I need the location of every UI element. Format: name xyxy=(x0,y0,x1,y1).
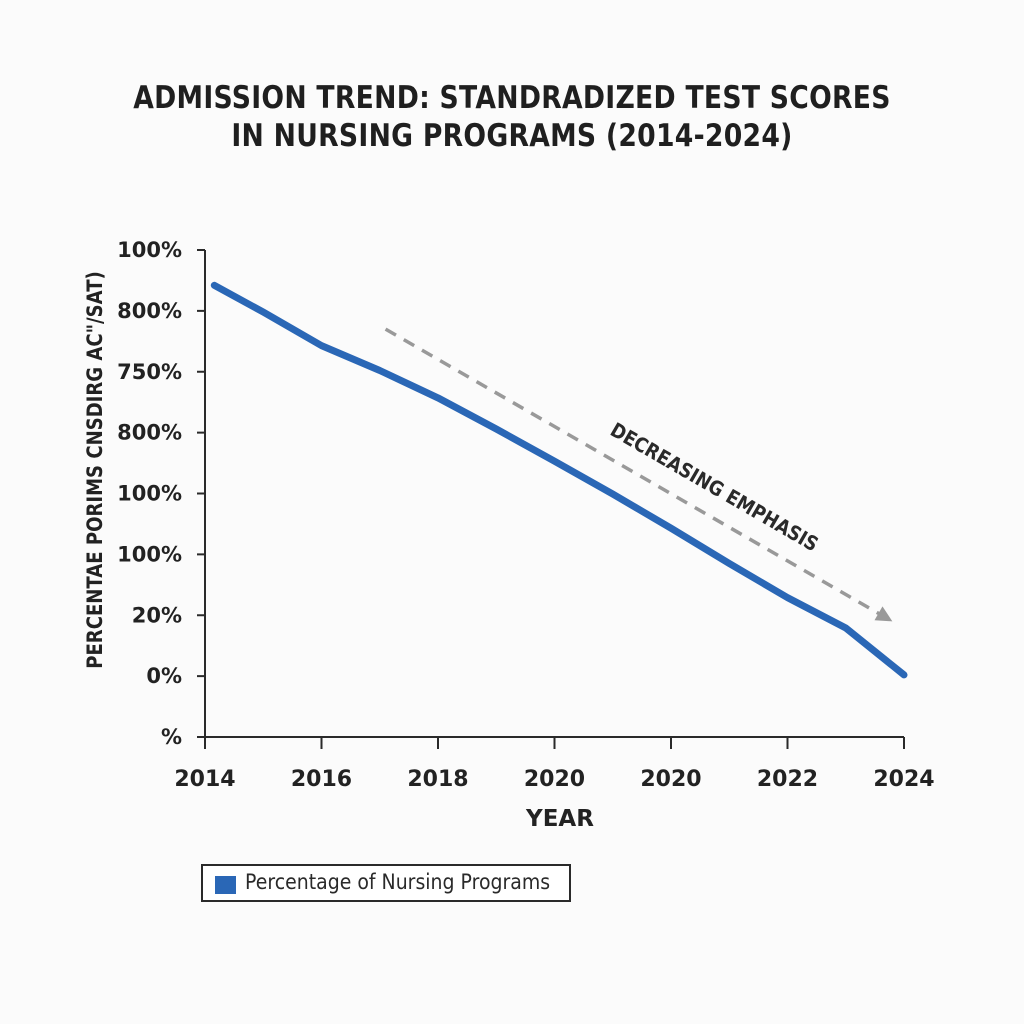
y-tick-label: 100% xyxy=(117,482,182,506)
annotation-label: DECREASING EMPHASIS xyxy=(606,419,821,556)
chart-title-line-1: ADMISSION TREND: STANDRADIZED TEST SCORE… xyxy=(133,80,891,116)
legend: Percentage of Nursing Programs xyxy=(201,864,571,902)
y-axis-title: PERCENTAE PORIMS CNSDIRG AC"/SAT) xyxy=(83,271,108,669)
y-tick-label: % xyxy=(161,725,182,749)
legend-swatch xyxy=(215,876,236,894)
y-tick-label: 800% xyxy=(117,421,182,445)
annotation-arrow-line xyxy=(384,327,885,619)
x-tick-label: 2024 xyxy=(873,767,934,792)
x-tick-label: 2022 xyxy=(757,767,818,792)
x-tick-label: 2020 xyxy=(524,767,585,792)
y-tick-label: 750% xyxy=(117,360,182,384)
y-tick-label: 100% xyxy=(117,238,182,262)
legend-label: Percentage of Nursing Programs xyxy=(245,870,551,894)
y-tick-label: 800% xyxy=(117,299,182,323)
chart-title-line-2: IN NURSING PROGRAMS (2014-2024) xyxy=(231,118,793,154)
x-tick-label: 2014 xyxy=(174,767,235,792)
y-tick-label: 0% xyxy=(146,664,182,688)
x-tick-label: 2016 xyxy=(291,767,352,792)
y-tick-label: 20% xyxy=(132,603,182,627)
x-tick-label: 2020 xyxy=(640,767,701,792)
series-line-0 xyxy=(210,281,908,679)
y-tick-label: 100% xyxy=(117,542,182,566)
x-tick-label: 2018 xyxy=(407,767,468,792)
annotation-arrowhead xyxy=(874,606,893,622)
x-axis-title: YEAR xyxy=(525,806,594,832)
